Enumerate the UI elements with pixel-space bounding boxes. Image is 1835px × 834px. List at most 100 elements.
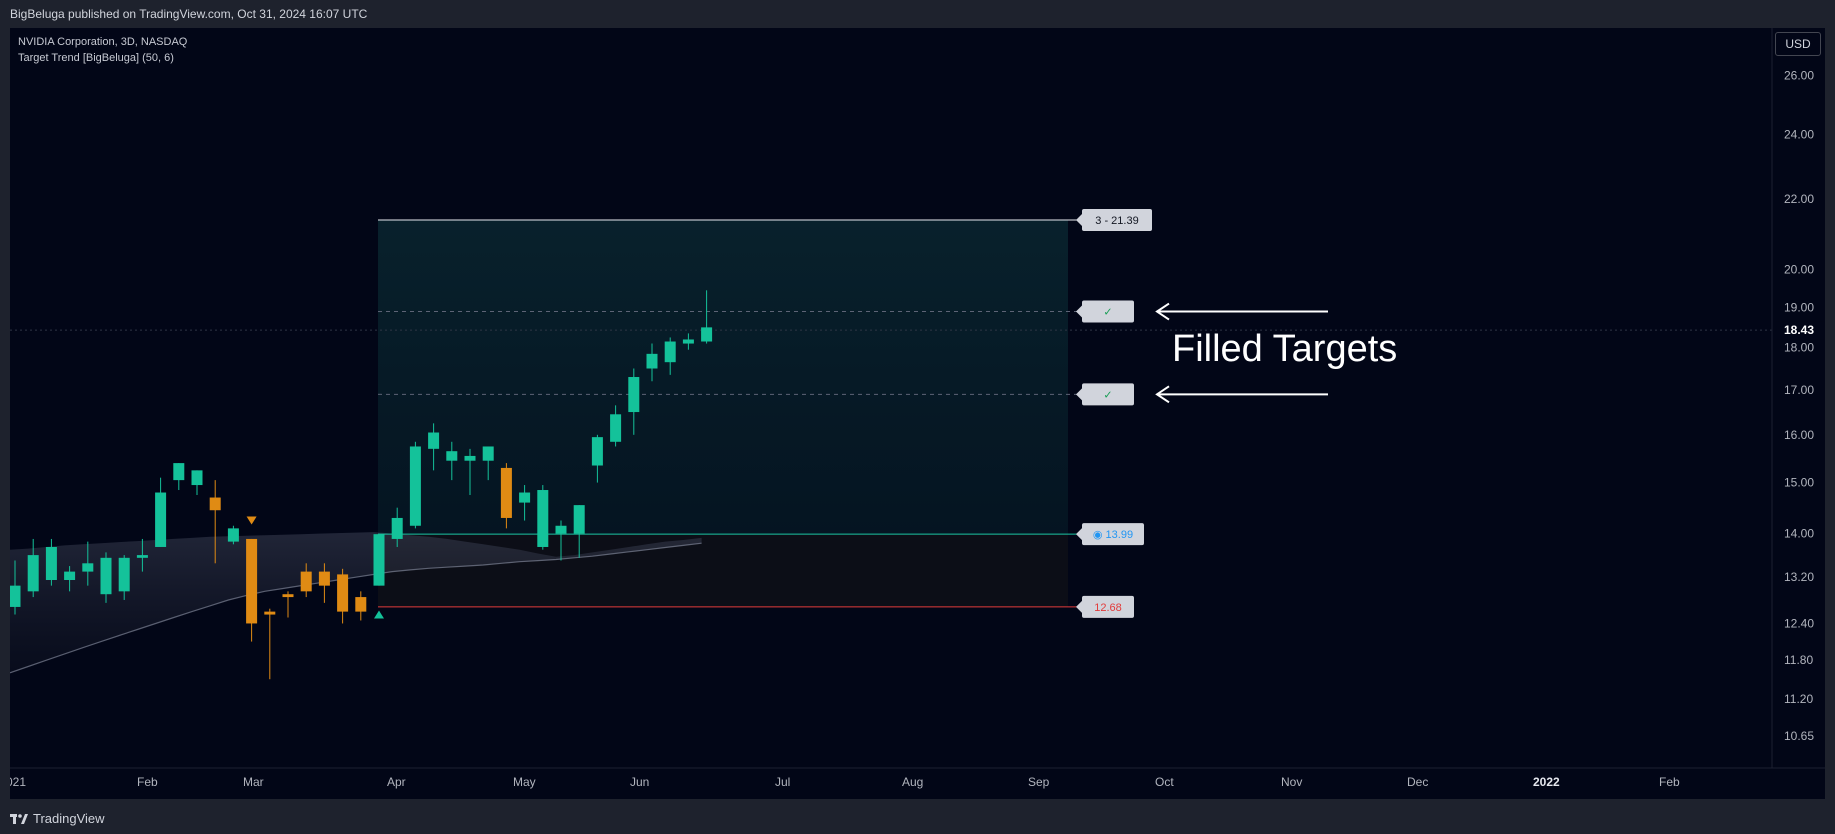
- candle-body: [664, 341, 676, 363]
- candle[interactable]: [209, 480, 221, 564]
- candle[interactable]: [337, 568, 349, 624]
- candle[interactable]: [500, 463, 512, 529]
- candle[interactable]: [300, 563, 312, 598]
- candle[interactable]: [701, 290, 713, 344]
- x-axis-tick-label: Jun: [630, 775, 649, 789]
- level-label-text: ✓: [1103, 307, 1112, 319]
- candle[interactable]: [318, 563, 330, 603]
- y-axis-tick-label: 20.00: [1784, 263, 1814, 277]
- candle-body: [209, 497, 221, 511]
- candle[interactable]: [282, 591, 294, 618]
- y-axis-tick-label: 26.00: [1784, 69, 1814, 83]
- target-zone: [378, 219, 1068, 535]
- annotation-arrow-head: [1155, 385, 1170, 404]
- candle[interactable]: [446, 441, 458, 481]
- y-axis-tick-label: 22.00: [1784, 192, 1814, 206]
- candle[interactable]: [45, 538, 57, 586]
- candle-body: [628, 377, 640, 413]
- candle[interactable]: [519, 485, 531, 521]
- candle[interactable]: [573, 505, 585, 558]
- candle[interactable]: [82, 541, 94, 586]
- annotation-arrow-head: [1155, 302, 1170, 321]
- x-axis-tick-label: Apr: [387, 775, 406, 789]
- candle[interactable]: [682, 333, 694, 350]
- candle[interactable]: [646, 343, 658, 382]
- candle-body: [100, 557, 112, 595]
- candle-body: [64, 571, 76, 580]
- candle[interactable]: [191, 470, 203, 496]
- candle[interactable]: [227, 525, 239, 545]
- bearish-signal-marker: [246, 516, 257, 525]
- candle[interactable]: [464, 448, 476, 496]
- y-axis-tick-label: 13.20: [1784, 570, 1814, 584]
- candle-body: [27, 555, 39, 592]
- annotation-text: Filled Targets: [1172, 328, 1397, 370]
- candle-body: [555, 525, 567, 534]
- candle[interactable]: [118, 555, 130, 600]
- candle[interactable]: [155, 477, 167, 547]
- indicator-title[interactable]: Target Trend [BigBeluga] (50, 6): [18, 52, 174, 64]
- candle-body: [464, 455, 476, 461]
- publisher-text: BigBeluga published on TradingView.com, …: [10, 7, 368, 21]
- y-axis-tick-label: 18.00: [1784, 341, 1814, 355]
- level-label-pointer: [1076, 600, 1082, 613]
- level-label-box: [1082, 300, 1134, 323]
- candle[interactable]: [100, 552, 112, 603]
- level-label-text: 12.68: [1094, 602, 1122, 614]
- level-label-box: [1082, 523, 1144, 546]
- candle-body: [701, 327, 713, 342]
- candle-body: [428, 432, 440, 449]
- candle[interactable]: [246, 538, 258, 642]
- candle[interactable]: [537, 485, 549, 550]
- chart-legend: NVIDIA Corporation, 3D, NASDAQ Target Tr…: [18, 34, 187, 66]
- candle-body: [391, 517, 403, 539]
- candle[interactable]: [264, 608, 276, 680]
- candle[interactable]: [409, 441, 421, 529]
- trend-band-lower-edge: [9, 542, 702, 674]
- candle-body: [482, 446, 494, 461]
- candle-body: [355, 597, 367, 612]
- level-label-text: ✓: [1103, 389, 1112, 401]
- candle-body: [246, 538, 258, 624]
- price-chart[interactable]: 3 - 21.39 ✓ ✓ ◉ 13.99 12.68 26.00 24.00 22.00 2…: [6, 28, 1825, 799]
- candle-body: [227, 528, 239, 542]
- chart-canvas[interactable]: 3 - 21.39 ✓ ✓ ◉ 13.99 12.68 26.00 24.00 22.00 2…: [6, 28, 1825, 799]
- candle[interactable]: [9, 560, 21, 615]
- candle[interactable]: [355, 591, 367, 621]
- candle[interactable]: [610, 405, 622, 447]
- y-axis-tick-label: 14.00: [1784, 527, 1814, 541]
- level-label-text: 3 - 21.39: [1095, 215, 1138, 227]
- candle[interactable]: [482, 446, 494, 481]
- candle[interactable]: [373, 533, 385, 586]
- last-price-label: 18.43: [1784, 323, 1814, 337]
- candle[interactable]: [555, 520, 567, 561]
- y-axis-tick-label: 12.40: [1784, 616, 1814, 630]
- currency-button[interactable]: USD: [1775, 32, 1821, 56]
- x-axis-tick-label: May: [513, 775, 536, 789]
- candle[interactable]: [27, 538, 39, 598]
- candle[interactable]: [428, 423, 440, 471]
- candle[interactable]: [391, 507, 403, 547]
- y-axis-tick-label: 19.00: [1784, 301, 1814, 315]
- tradingview-logo-icon: [10, 813, 28, 825]
- candle[interactable]: [664, 337, 676, 375]
- candle[interactable]: [136, 538, 148, 572]
- x-axis-tick-label: Nov: [1281, 775, 1302, 789]
- candle-body: [136, 555, 148, 558]
- x-axis-tick-label: 2022: [1533, 775, 1560, 789]
- y-axis-tick-label: 17.00: [1784, 383, 1814, 397]
- x-axis-tick-label: Oct: [1155, 775, 1174, 789]
- candle[interactable]: [628, 368, 640, 435]
- level-label-text: ◉ 13.99: [1093, 529, 1133, 541]
- candle[interactable]: [64, 566, 76, 592]
- y-axis-tick-label: 11.80: [1784, 653, 1813, 667]
- candle-body: [610, 414, 622, 442]
- candle-body: [409, 446, 421, 526]
- candle[interactable]: [173, 463, 185, 491]
- candle[interactable]: [591, 434, 603, 483]
- candle-body: [446, 451, 458, 461]
- candle-body: [318, 571, 330, 586]
- symbol-title[interactable]: NVIDIA Corporation, 3D, NASDAQ: [18, 36, 188, 48]
- candle-body: [9, 585, 21, 607]
- last-price-badge: [1776, 321, 1824, 340]
